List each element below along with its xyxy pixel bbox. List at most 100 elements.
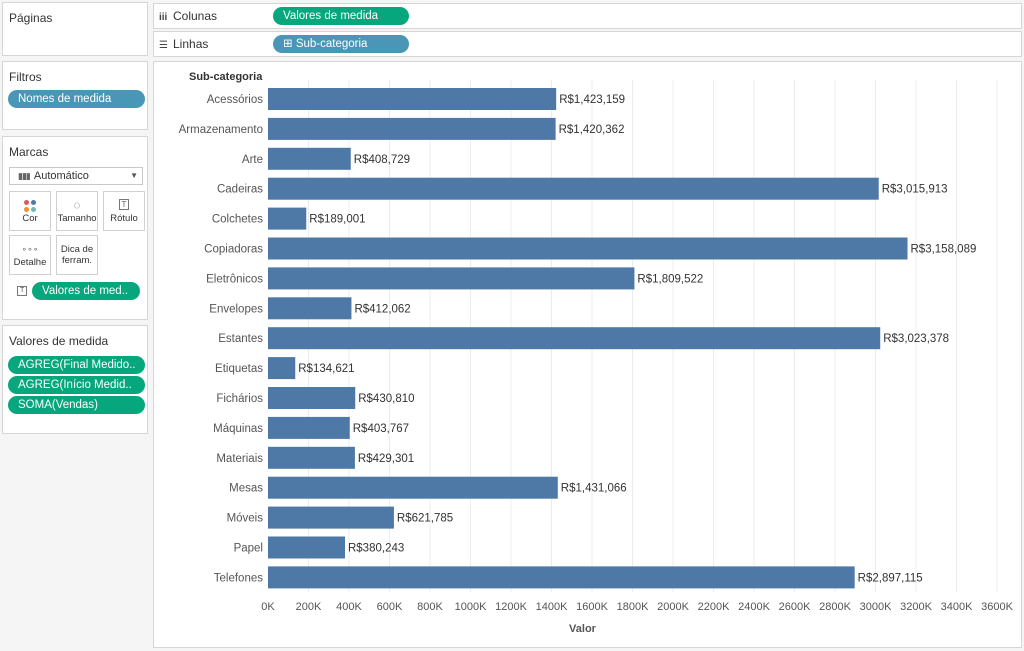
- bar: [268, 88, 557, 110]
- columns-shelf[interactable]: iii Colunas Valores de medida: [153, 3, 1022, 29]
- bar: [268, 117, 556, 140]
- x-tick-label: 1200K: [495, 601, 527, 613]
- category-label: Telefones: [214, 572, 263, 584]
- columns-pill-measure-values[interactable]: Valores de medida: [273, 7, 409, 25]
- label-pill-measure-values[interactable]: Valores de med..: [32, 282, 140, 300]
- measure-values-title: Valores de medida: [9, 334, 109, 348]
- bar: [268, 416, 350, 439]
- detail-dots-icon: ∘∘∘: [21, 244, 39, 254]
- data-label: R$403,767: [353, 423, 409, 435]
- bar: [268, 297, 352, 320]
- columns-label-text: Colunas: [173, 9, 218, 23]
- data-label: R$2,897,115: [858, 572, 923, 584]
- filter-pill-measure-names[interactable]: Nomes de medida: [8, 90, 145, 108]
- category-label: Colchetes: [212, 214, 263, 226]
- category-label: Estantes: [218, 333, 263, 345]
- x-tick-label: 2400K: [738, 601, 770, 613]
- detail-button[interactable]: ∘∘∘ Detalhe: [9, 235, 51, 275]
- data-label: R$412,062: [354, 303, 410, 315]
- x-tick-label: 2600K: [779, 601, 811, 613]
- tooltip-button-label-1: Dica de: [60, 244, 94, 255]
- measure-values-card: Valores de medida AGREG(Final Medido.. A…: [2, 325, 148, 434]
- bar: [268, 446, 355, 469]
- measure-pill-final[interactable]: AGREG(Final Medido..: [8, 356, 145, 374]
- category-label: Envelopes: [209, 303, 263, 315]
- text-label-icon: T: [17, 286, 28, 296]
- rows-icon: ☰: [159, 40, 168, 51]
- bar: [268, 177, 879, 200]
- color-button[interactable]: Cor: [9, 191, 51, 231]
- data-label: R$430,810: [358, 393, 414, 405]
- label-button[interactable]: T Rótulo: [103, 191, 145, 231]
- category-label: Arte: [242, 154, 263, 166]
- bar: [268, 536, 345, 559]
- measure-pill-inicio[interactable]: AGREG(Início Medid..: [8, 376, 145, 394]
- category-label: Etiquetas: [215, 363, 263, 375]
- bar: [268, 506, 394, 529]
- bar: [268, 327, 881, 350]
- x-tick-label: 1600K: [576, 601, 608, 613]
- category-label: Materiais: [216, 453, 263, 465]
- filters-card[interactable]: Filtros Nomes de medida: [2, 61, 148, 130]
- marks-card: Marcas ▮▮▮ Automático ▼ Cor ◌ Tamanho T R…: [2, 136, 148, 320]
- category-label: Máquinas: [213, 423, 263, 435]
- category-label: Acessórios: [207, 94, 263, 106]
- x-tick-label: 3600K: [981, 601, 1013, 613]
- rows-shelf[interactable]: ☰ Linhas ⊞ Sub-categoria: [153, 31, 1022, 57]
- data-label: R$3,158,089: [911, 244, 977, 256]
- mark-type-value: Automático: [33, 170, 89, 182]
- measure-pill-vendas[interactable]: SOMA(Vendas): [8, 396, 145, 414]
- data-label: R$3,023,378: [883, 333, 949, 345]
- category-label: Armazenamento: [179, 124, 263, 136]
- x-tick-label: 200K: [296, 601, 322, 613]
- category-label: Eletrônicos: [206, 273, 263, 285]
- x-tick-label: 400K: [336, 601, 362, 613]
- viz-area: Sub-categoria 0K 200K 400K 600K 800K 1000K 1200…: [153, 61, 1022, 648]
- color-dots-icon: [10, 197, 50, 213]
- chevron-down-icon: ▼: [130, 171, 138, 180]
- marks-title: Marcas: [9, 145, 49, 159]
- tooltip-button[interactable]: Dica de ferram.: [56, 235, 98, 275]
- category-label: Papel: [234, 543, 263, 555]
- data-label: R$1,423,159: [559, 94, 625, 106]
- data-label: R$134,621: [298, 363, 354, 375]
- category-label: Copiadoras: [204, 244, 263, 256]
- columns-icon: iii: [159, 12, 168, 23]
- rows-pill-sub-category[interactable]: ⊞ Sub-categoria: [273, 35, 409, 53]
- category-label: Cadeiras: [217, 184, 263, 196]
- expand-icon: ⊞: [283, 38, 293, 50]
- pages-card[interactable]: Páginas: [2, 2, 148, 56]
- size-button[interactable]: ◌ Tamanho: [56, 191, 98, 231]
- size-button-label: Tamanho: [57, 213, 97, 224]
- x-tick-label: 1000K: [455, 601, 487, 613]
- bar: [268, 237, 908, 260]
- data-label: R$1,431,066: [561, 483, 627, 495]
- rows-shelf-label: ☰ Linhas: [159, 37, 208, 51]
- bar: [268, 147, 351, 170]
- bar: [268, 476, 558, 499]
- detail-button-label: Detalhe: [13, 257, 47, 268]
- tooltip-button-label-2: ferram.: [61, 255, 93, 266]
- data-label: R$408,729: [354, 154, 410, 166]
- x-tick-label: 600K: [377, 601, 403, 613]
- bar: [268, 566, 855, 589]
- x-tick-label: 1800K: [617, 601, 649, 613]
- rows-pill-text: Sub-categoria: [295, 38, 368, 50]
- data-label: R$380,243: [348, 543, 404, 555]
- x-tick-label: 2200K: [698, 601, 730, 613]
- color-button-label: Cor: [22, 213, 38, 224]
- bar-chart-icon: ▮▮▮: [18, 171, 31, 181]
- x-tick-label: 0K: [261, 601, 275, 613]
- x-tick-label: 2800K: [819, 601, 851, 613]
- row-header: Sub-categoria: [189, 71, 263, 83]
- data-label: R$1,420,362: [559, 124, 625, 136]
- filters-title: Filtros: [9, 70, 42, 84]
- text-box-icon: T: [104, 197, 144, 213]
- mark-type-dropdown[interactable]: ▮▮▮ Automático ▼: [9, 167, 143, 185]
- bar: [268, 387, 356, 409]
- x-tick-label: 3000K: [860, 601, 892, 613]
- data-label: R$429,301: [358, 453, 414, 465]
- x-tick-label: 3400K: [941, 601, 973, 613]
- x-tick-label: 1400K: [536, 601, 568, 613]
